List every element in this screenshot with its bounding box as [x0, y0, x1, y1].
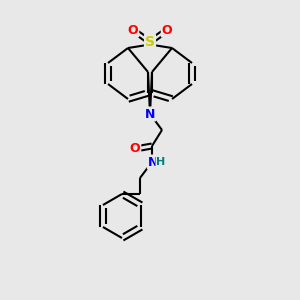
- Text: S: S: [145, 35, 155, 49]
- Text: O: O: [162, 23, 172, 37]
- Text: H: H: [156, 157, 166, 167]
- Text: N: N: [148, 155, 158, 169]
- Text: N: N: [145, 107, 155, 121]
- Text: O: O: [130, 142, 140, 155]
- Text: O: O: [128, 23, 138, 37]
